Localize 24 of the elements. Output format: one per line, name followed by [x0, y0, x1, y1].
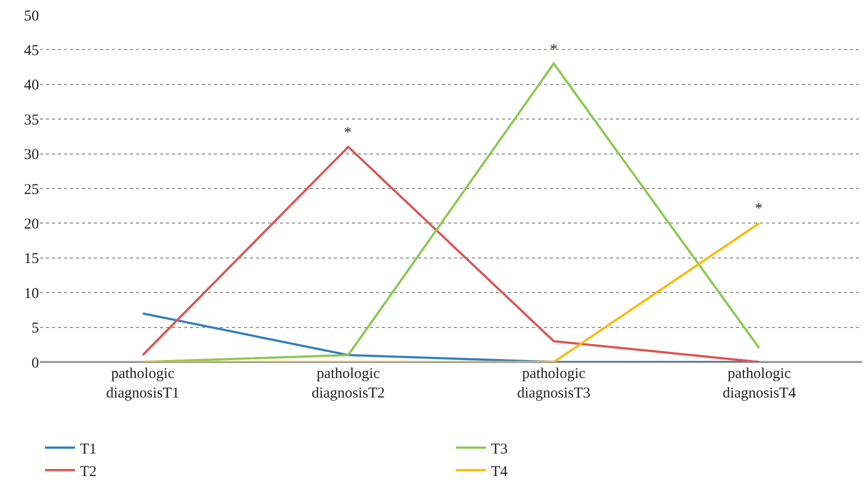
x-tick-label: pathologic diagnosisT4 [722, 366, 796, 402]
annotation: * [344, 125, 352, 141]
annotation: * [755, 201, 762, 217]
x-tick-label: pathologic diagnosisT3 [517, 366, 590, 402]
annotation: * [550, 42, 558, 58]
legend-label: T3 [491, 442, 508, 458]
legend-label: T1 [80, 442, 97, 458]
y-tick-label: 40 [24, 78, 39, 94]
y-tick-label: 45 [24, 42, 39, 59]
legend-label: T4 [491, 464, 508, 480]
y-tick-label: 35 [24, 112, 39, 128]
y-tick-label: 25 [24, 182, 39, 198]
line-series [142, 146, 760, 362]
line-series [142, 62, 760, 362]
y-tick-label: 10 [24, 286, 39, 302]
x-tick-label: pathologic diagnosisT2 [312, 366, 385, 402]
y-tick-label: 30 [24, 147, 39, 164]
legend-label: T2 [80, 464, 97, 480]
y-tick-label: 5 [32, 320, 39, 337]
y-tick-label: 15 [24, 251, 39, 268]
y-tick-label: 20 [24, 216, 39, 232]
y-tick-label: 50 [24, 8, 39, 24]
y-tick-label: 0 [32, 355, 39, 372]
x-tick-label: pathologic diagnosisT1 [106, 366, 180, 402]
